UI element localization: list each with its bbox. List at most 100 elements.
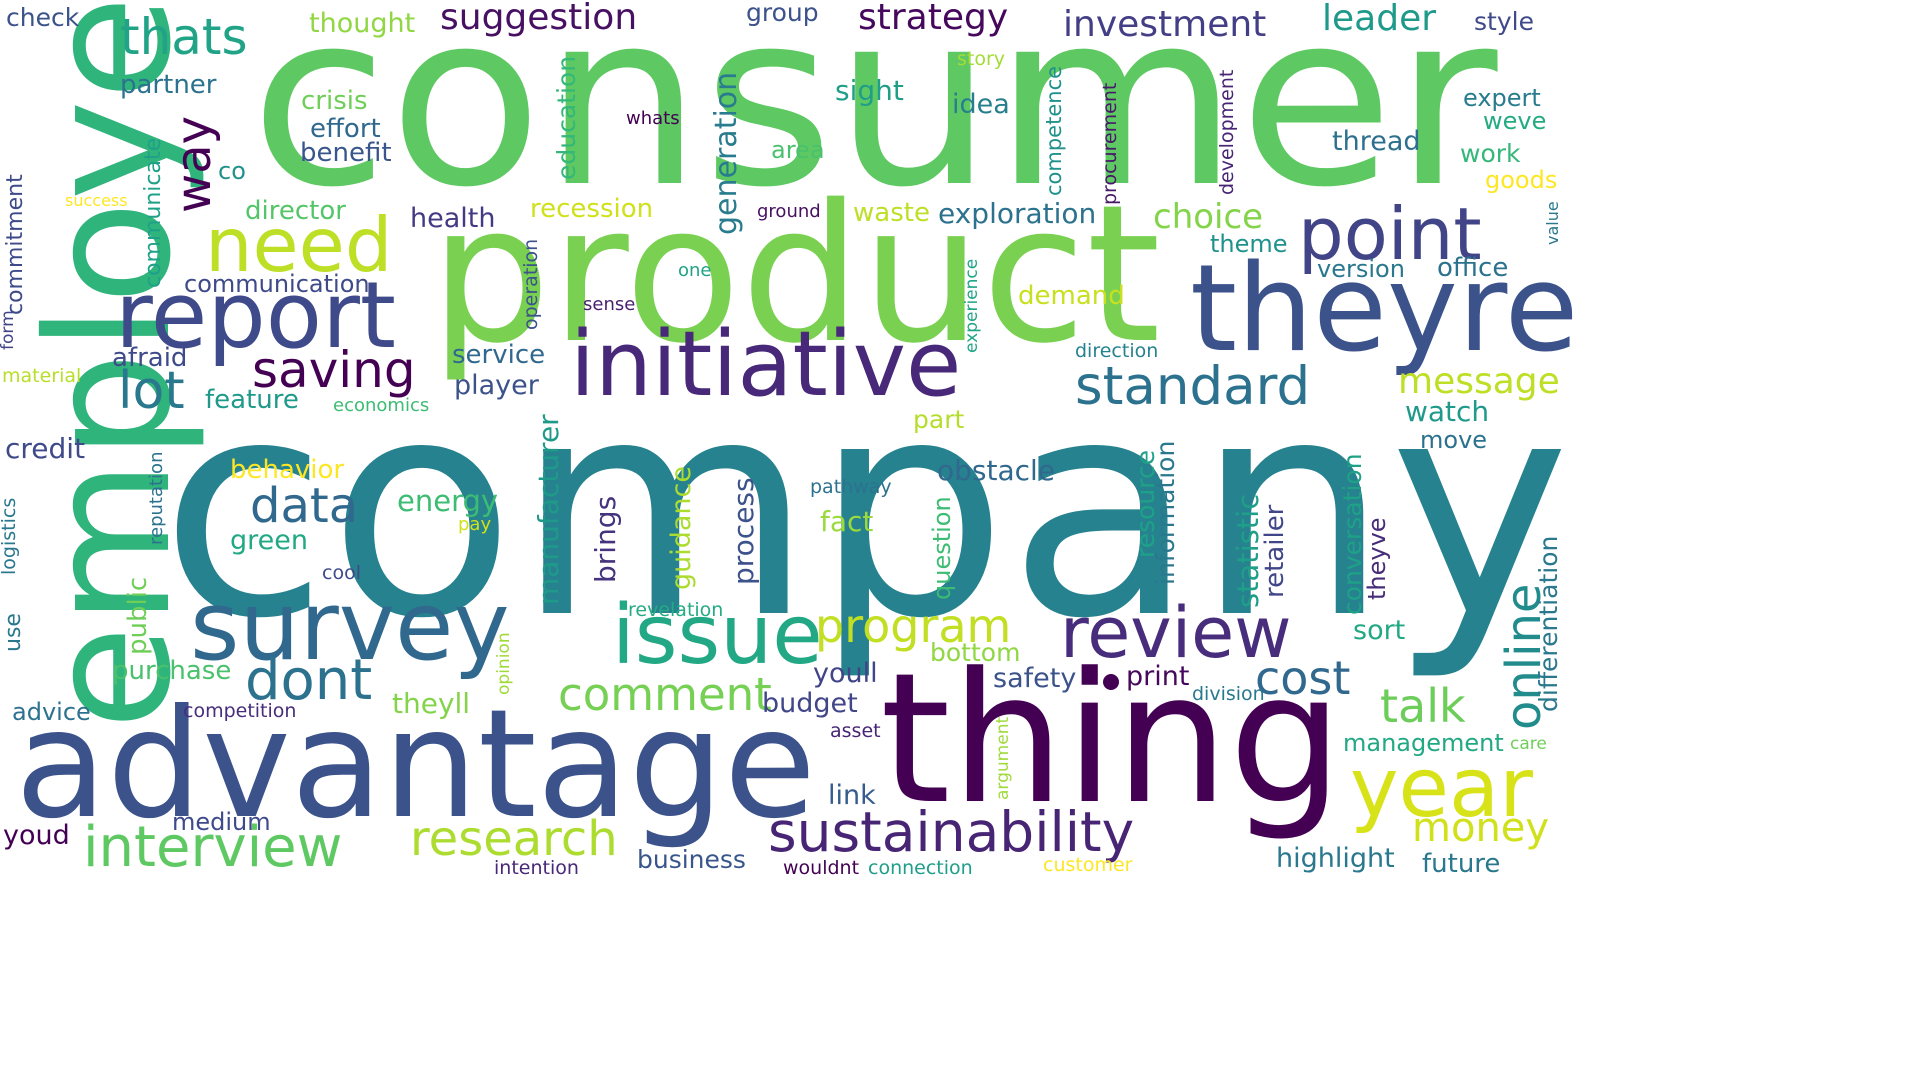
word-competence: competence xyxy=(1042,65,1066,196)
word-dont: dont xyxy=(245,648,373,713)
word-work: work xyxy=(1460,139,1521,168)
word-theme: theme xyxy=(1210,230,1288,258)
word-education: education xyxy=(552,55,581,180)
word-point: point xyxy=(1298,192,1482,276)
word-style: style xyxy=(1474,7,1534,36)
word-thread: thread xyxy=(1332,126,1421,157)
word-demand: demand xyxy=(1018,281,1125,311)
word-care: care xyxy=(1510,734,1547,754)
word-communication: communication xyxy=(184,270,370,298)
word-player: player xyxy=(454,370,539,401)
word-brings: brings xyxy=(589,495,622,583)
word-goods: goods xyxy=(1485,166,1558,194)
word-credit: credit xyxy=(5,432,86,465)
word-survey: survey xyxy=(190,572,510,682)
word-question: question xyxy=(928,496,956,600)
word-idea: idea xyxy=(952,89,1010,120)
word-manufacturer: manufacturer xyxy=(532,414,565,605)
word-leader: leader xyxy=(1322,0,1437,39)
word-opinion: opinion xyxy=(494,632,514,695)
word-ground: ground xyxy=(757,201,821,222)
word-saving: saving xyxy=(252,341,416,399)
word-story: story xyxy=(957,48,1006,70)
word-data: data xyxy=(250,478,359,534)
word-use: use xyxy=(1,613,26,652)
word-conversation: conversation xyxy=(1338,453,1367,615)
word-competition: competition xyxy=(183,700,297,722)
word-advantage: advantage xyxy=(15,678,817,852)
word-form: form xyxy=(0,310,18,350)
word-behavior: behavior xyxy=(230,455,345,485)
word-benefit: benefit xyxy=(300,138,392,168)
word-logistics: logistics xyxy=(0,497,20,575)
word-suggestion: suggestion xyxy=(440,0,638,38)
word-value: value xyxy=(1543,201,1562,245)
word-theyll: theyll xyxy=(392,687,471,720)
word-differentiation: differentiation xyxy=(1534,535,1563,712)
word-print: print xyxy=(1126,661,1190,692)
word-weve: weve xyxy=(1483,107,1547,135)
word-need: need xyxy=(205,201,393,289)
word-theyve: theyve xyxy=(1363,517,1391,600)
word-waste: waste xyxy=(853,198,930,228)
word-retailer: retailer xyxy=(1260,504,1290,598)
word-experience: experience xyxy=(962,258,982,353)
word-argument: argument xyxy=(993,716,1013,800)
word-message: message xyxy=(1398,361,1560,402)
word-choice: choice xyxy=(1153,197,1264,237)
word-investment: investment xyxy=(1063,4,1267,45)
word-interview: interview xyxy=(83,815,343,880)
word-pathway: pathway xyxy=(810,476,892,498)
word-way: way xyxy=(166,115,222,213)
word-fact: fact xyxy=(820,505,874,538)
word-partner: partner xyxy=(120,70,217,100)
word-crisis: crisis xyxy=(301,86,368,116)
word-public: public xyxy=(123,576,153,655)
word-asset: asset xyxy=(830,720,881,742)
word-communicate: communicate xyxy=(141,137,166,288)
word-direction: direction xyxy=(1075,340,1159,362)
word-procurement: procurement xyxy=(1099,82,1121,205)
word-medium: medium xyxy=(172,808,271,836)
word-consumer: consumer xyxy=(250,0,1498,240)
word-economics: economics xyxy=(333,395,430,416)
word-group: group xyxy=(746,0,819,27)
word-afraid: afraid xyxy=(112,343,188,373)
word-issue: issue xyxy=(612,588,823,683)
word-exploration: exploration xyxy=(938,197,1097,230)
word-talk: talk xyxy=(1380,679,1466,733)
word-energy: energy xyxy=(397,484,499,518)
word-operation: operation xyxy=(520,238,542,330)
word-product: product xyxy=(430,164,1161,385)
word-intention: intention xyxy=(494,857,579,879)
word-whats: whats xyxy=(626,108,680,129)
word-program: program xyxy=(815,599,1012,653)
word-co: co xyxy=(218,157,246,185)
word-sustainability: sustainability xyxy=(768,800,1135,864)
word-standard: standard xyxy=(1075,356,1311,417)
word-review: review xyxy=(1060,592,1292,674)
word-youd: youd xyxy=(3,820,70,851)
word-service: service xyxy=(452,340,546,370)
word-sense: sense xyxy=(583,294,636,315)
word-recession: recession xyxy=(530,194,654,224)
word-cool: cool xyxy=(322,562,361,584)
word-part: part xyxy=(913,405,965,434)
word-company: company xyxy=(160,335,1571,684)
word-budget: budget xyxy=(762,688,858,719)
word-pay: pay xyxy=(458,514,492,535)
word-material: material xyxy=(2,365,82,387)
word-feature: feature xyxy=(205,385,299,415)
word-effort: effort xyxy=(310,114,381,144)
word-year: year xyxy=(1350,741,1533,836)
word-thats: thats xyxy=(120,8,248,66)
word-strategy: strategy xyxy=(858,0,1009,38)
word-wouldnt: wouldnt xyxy=(783,857,860,879)
word-sort: sort xyxy=(1353,615,1406,646)
word-advice: advice xyxy=(12,698,91,726)
word-comment: comment xyxy=(558,668,772,721)
word-move: move xyxy=(1420,426,1488,454)
word-money: money xyxy=(1412,805,1550,851)
word-bottom: bottom xyxy=(930,638,1021,667)
